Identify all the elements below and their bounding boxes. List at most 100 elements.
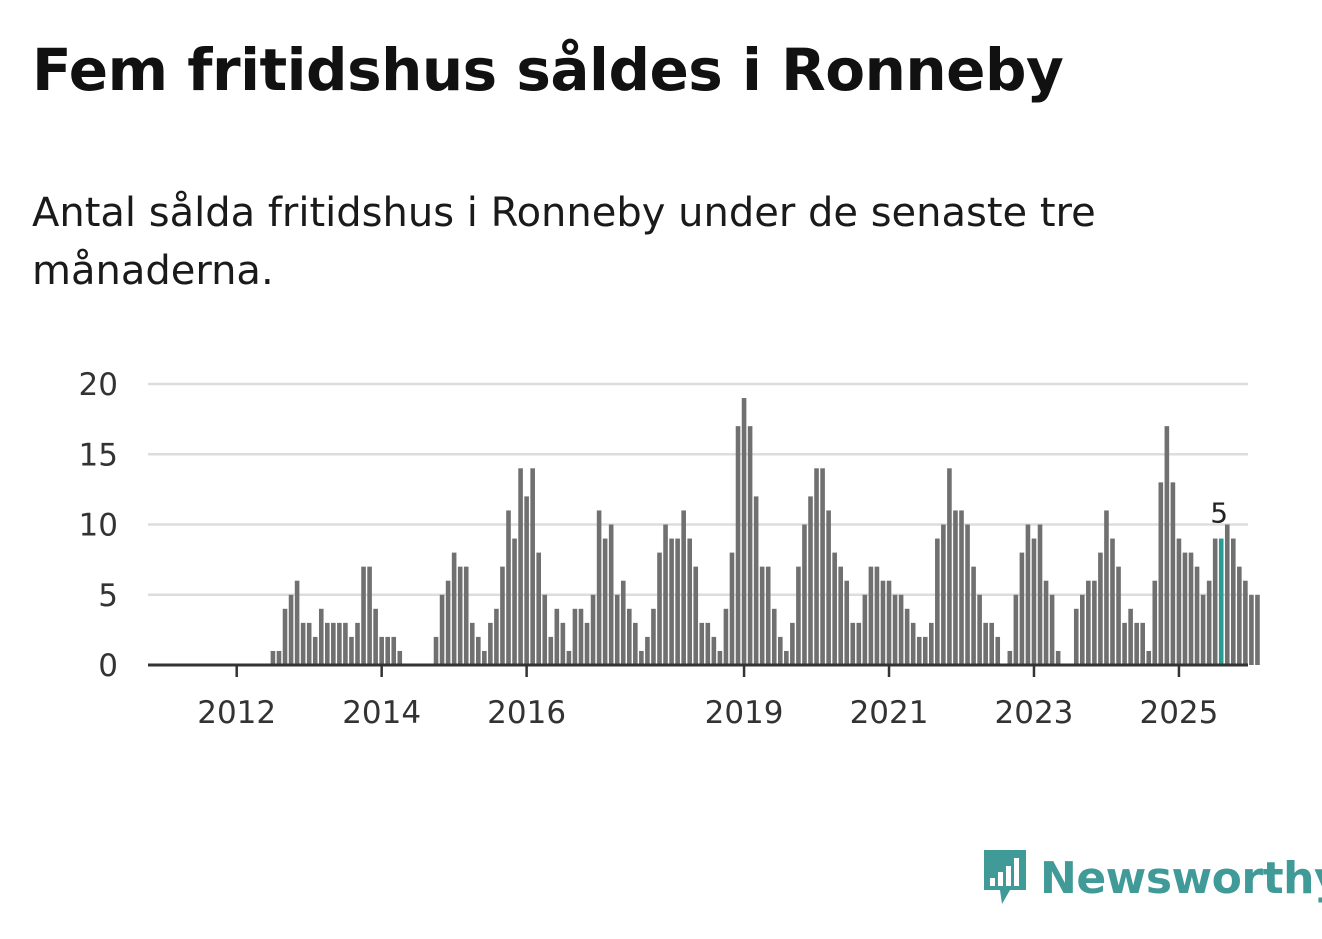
bar	[349, 636, 354, 665]
bar	[1128, 608, 1133, 665]
bar	[729, 552, 735, 665]
bar	[506, 510, 511, 665]
bar	[753, 496, 759, 665]
bar	[886, 580, 892, 665]
bar	[1170, 482, 1176, 665]
bar	[379, 636, 384, 665]
bar	[941, 524, 946, 665]
bar	[476, 636, 481, 665]
bar	[276, 650, 282, 665]
bar	[300, 622, 306, 665]
bar	[294, 580, 300, 665]
bar	[343, 622, 348, 665]
x-tick-label: 2019	[705, 695, 784, 731]
bar	[1110, 538, 1115, 665]
bar	[306, 622, 312, 665]
bar	[983, 622, 988, 665]
bar	[620, 580, 626, 665]
bar	[385, 636, 390, 665]
bar	[989, 622, 994, 665]
bar	[947, 468, 952, 665]
bar	[1104, 510, 1109, 665]
bar	[862, 594, 868, 665]
bar	[1224, 524, 1230, 665]
bar	[802, 524, 807, 665]
bars-layer	[270, 398, 1260, 665]
bar	[1098, 552, 1103, 665]
bar-highlight	[1218, 538, 1224, 665]
bar	[856, 622, 862, 665]
bar	[1086, 580, 1091, 665]
bar	[1243, 580, 1248, 665]
x-tick-label: 2023	[995, 695, 1074, 731]
bar	[1043, 580, 1049, 665]
bar	[747, 426, 753, 665]
bar	[439, 594, 445, 665]
bar	[331, 622, 336, 665]
bar	[1122, 622, 1127, 665]
bar	[602, 538, 608, 665]
bar	[808, 496, 813, 665]
bar	[796, 566, 801, 665]
bar	[1025, 524, 1031, 665]
bar	[723, 608, 729, 665]
bar	[445, 580, 451, 665]
bar	[892, 594, 898, 665]
bar	[530, 468, 535, 665]
bar	[1176, 538, 1182, 665]
bar	[288, 594, 294, 665]
bar	[500, 566, 505, 665]
bar	[1140, 622, 1145, 665]
bar	[935, 538, 940, 665]
x-tick-label: 2014	[342, 695, 421, 731]
bar	[1007, 650, 1013, 665]
bar	[663, 524, 668, 665]
brand-name: Newsworthy	[1040, 852, 1322, 904]
bar	[1037, 524, 1043, 665]
bar	[361, 566, 366, 665]
bar-chart: 0 5 10 15 20 5 2012 2014 2016 2019 2021 2023 2025	[79, 367, 1260, 731]
bar	[765, 566, 771, 665]
bar	[337, 622, 342, 665]
bar	[1231, 538, 1236, 665]
bar	[1031, 538, 1037, 665]
bar	[820, 468, 825, 665]
bar	[1249, 594, 1254, 665]
bar	[312, 636, 318, 665]
bar	[488, 622, 493, 665]
bar	[868, 566, 874, 665]
bar	[1194, 566, 1200, 665]
x-tick-label: 2012	[197, 695, 276, 731]
brand-logo[interactable]: Newsworthy	[980, 848, 1322, 908]
bar	[355, 622, 360, 665]
y-tick-label: 20	[79, 367, 118, 403]
bar	[790, 622, 795, 665]
bar	[916, 636, 922, 665]
bar	[325, 622, 330, 665]
bar	[639, 650, 644, 665]
x-tick-label: 2025	[1139, 695, 1218, 731]
bar	[397, 650, 403, 665]
bar	[814, 468, 819, 665]
bar	[1182, 552, 1188, 665]
bar	[699, 622, 705, 665]
bar	[711, 636, 717, 665]
bar	[572, 608, 578, 665]
bar	[373, 608, 378, 665]
bar	[1134, 622, 1139, 665]
bar	[1152, 580, 1158, 665]
bar	[433, 636, 439, 665]
newsworthy-logo-icon	[984, 850, 1026, 904]
bar	[554, 608, 560, 665]
bar	[1212, 538, 1218, 665]
bar	[627, 608, 632, 665]
bar	[645, 636, 650, 665]
bar	[977, 594, 982, 665]
y-tick-label: 5	[98, 578, 118, 614]
bar	[482, 650, 487, 665]
bar	[995, 636, 1001, 665]
bar	[560, 622, 566, 665]
bar	[880, 580, 886, 665]
bar	[536, 552, 541, 665]
chart-title: Fem fritidshus såldes i Ronneby	[32, 36, 1064, 104]
